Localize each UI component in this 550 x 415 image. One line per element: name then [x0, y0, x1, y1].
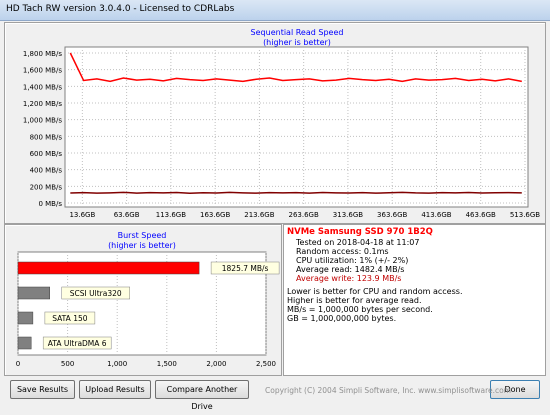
button[interactable]: Save Results: [10, 380, 75, 399]
x-tick-label: 113.6GB: [156, 211, 186, 219]
bar: [17, 261, 200, 275]
x-tick-label: 513.6GB: [510, 211, 540, 219]
copyright: Copyright (C) 2004 Simpli Software, Inc.…: [265, 386, 512, 395]
chart-subtitle: (higher is better): [108, 241, 176, 250]
line-series: [70, 191, 522, 195]
x-tick-label: 500: [61, 360, 74, 368]
label-box: [61, 286, 130, 300]
x-tick-label: 1,500: [157, 360, 177, 368]
bar: [17, 336, 32, 350]
info-text: GB = 1,000,000,000 bytes.: [287, 314, 397, 323]
window-title: HD Tach RW version 3.0.4.0 - Licensed to…: [6, 4, 235, 14]
y-tick-label: 800 MB/s: [30, 133, 63, 141]
line-series: [69, 52, 522, 83]
x-tick-label: 213.6GB: [244, 211, 274, 219]
info-text: Average write: 123.9 MB/s: [296, 274, 402, 283]
button[interactable]: Done: [490, 380, 540, 399]
x-tick-label: 2,000: [206, 360, 226, 368]
bar: [17, 286, 50, 300]
title-bar: HD Tach RW version 3.0.4.0 - Licensed to…: [0, 0, 550, 21]
info-text: NVMe Samsung SSD 970 1B2Q: [287, 227, 433, 237]
charts: Sequential Read Speed(higher is better)0…: [16, 28, 541, 368]
chart-title: Sequential Read Speed: [251, 28, 344, 37]
y-tick-label: 0 MB/s: [38, 200, 62, 208]
x-tick-label: 363.6GB: [377, 211, 407, 219]
info-text: Average read: 1482.4 MB/s: [296, 265, 405, 274]
info-text: Higher is better for average read.: [287, 296, 422, 305]
y-tick-label: 200 MB/s: [30, 183, 63, 191]
info-text: CPU utilization: 1% (+/- 2%): [296, 256, 409, 265]
x-tick-label: 313.6GB: [333, 211, 363, 219]
x-tick-label: 1,000: [107, 360, 127, 368]
x-tick-label: 163.6GB: [200, 211, 230, 219]
y-tick-label: 1,600 MB/s: [23, 67, 62, 75]
info-panel: NVMe Samsung SSD 970 1B2Q Tested on 2018-…: [283, 224, 546, 376]
bar-label: SATA 150: [52, 314, 88, 323]
x-tick-label: 263.6GB: [289, 211, 319, 219]
bar-label: 1825.7 MB/s: [222, 264, 269, 273]
y-tick-label: 1,000 MB/s: [23, 117, 62, 125]
x-tick-label: 63.6GB: [114, 211, 140, 219]
chart-subtitle: (higher is better): [263, 38, 331, 47]
y-tick-label: 600 MB/s: [30, 150, 63, 158]
info-text: Random access: 0.1ms: [296, 247, 389, 256]
plot-area: [64, 46, 529, 208]
label-box: [210, 261, 280, 275]
x-tick-label: 413.6GB: [421, 211, 451, 219]
info-text: Lower is better for CPU and random acces…: [287, 287, 463, 296]
chart-title: Burst Speed: [118, 231, 167, 240]
y-tick-label: 1,800 MB/s: [23, 50, 62, 58]
y-tick-label: 1,400 MB/s: [23, 83, 62, 91]
info-text: MB/s = 1,000,000 bytes per second.: [287, 305, 433, 314]
x-tick-label: 2,500: [256, 360, 276, 368]
bar-label: SCSI Ultra320: [70, 289, 122, 298]
x-tick-label: 13.6GB: [69, 211, 95, 219]
bar-label: ATA UltraDMA 6: [48, 339, 107, 348]
y-tick-label: 1,200 MB/s: [23, 100, 62, 108]
bar: [17, 311, 34, 325]
button[interactable]: Compare Another Drive: [155, 380, 249, 411]
label-box: [44, 311, 96, 325]
x-tick-label: 463.6GB: [466, 211, 496, 219]
label-box: [42, 336, 112, 350]
x-tick-label: 0: [16, 360, 20, 368]
info-text: Tested on 2018-04-18 at 11:07: [296, 238, 420, 247]
y-tick-label: 400 MB/s: [30, 167, 63, 175]
button[interactable]: Upload Results: [79, 380, 151, 399]
